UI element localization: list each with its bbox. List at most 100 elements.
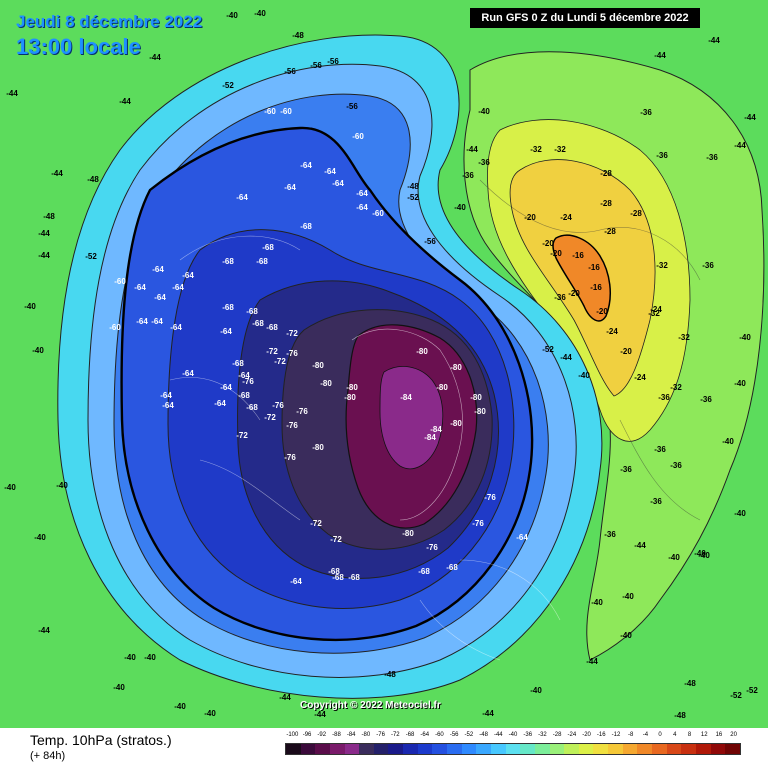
contour-label: -36	[640, 108, 652, 117]
legend-swatch	[505, 744, 521, 754]
contour-label: -44	[38, 251, 50, 260]
contour-label: -28	[604, 227, 616, 236]
contour-label: -40	[734, 379, 746, 388]
contour-label: -44	[744, 113, 756, 122]
contour-label: -64	[182, 271, 194, 280]
contour-label: -40	[34, 533, 46, 542]
contour-label: -52	[407, 193, 419, 202]
contour-label: -68	[328, 567, 340, 576]
contour-label: -76	[286, 349, 298, 358]
legend-swatch	[432, 744, 448, 754]
contour-label: -24	[650, 305, 662, 314]
legend-ticks: -100 -96 -92 -88 -84 -80 -76 -72 -68 -64 -60 -56 -52…	[285, 732, 741, 742]
contour-label: -40	[4, 483, 16, 492]
contour-label: -76	[242, 377, 254, 386]
contour-label: -20	[550, 249, 562, 258]
contour-label: -60	[352, 132, 364, 141]
contour-label: -28	[630, 209, 642, 218]
contour-label: -72	[236, 431, 248, 440]
legend-swatch	[461, 744, 477, 754]
legend-tick-label: 20	[730, 732, 737, 738]
contour-label: -84	[400, 393, 412, 402]
legend-tick-label: -96	[302, 732, 312, 738]
legend-tick-label: -36	[523, 732, 533, 738]
contour-label: -64	[238, 371, 250, 380]
contour-label: -20	[568, 289, 580, 298]
contour-label: -64	[332, 179, 344, 188]
contour-label: -44	[482, 709, 494, 718]
legend-swatch	[388, 744, 404, 754]
contour-label: -44	[38, 626, 50, 635]
contour-label: -68	[332, 573, 344, 582]
legend-tick-label: 8	[687, 732, 692, 738]
legend-tick-label: -84	[346, 732, 356, 738]
legend-swatch	[403, 744, 418, 754]
contour-label: -32	[656, 261, 668, 270]
color-legend: -100 -96 -92 -88 -84 -80 -76 -72 -68 -64 -60 -56 -52…	[285, 732, 741, 764]
contour-label: -72	[264, 413, 276, 422]
contour-label: -28	[600, 169, 612, 178]
contour-label: -80	[346, 383, 358, 392]
legend-swatch	[417, 744, 433, 754]
legend-tick-label: 4	[673, 732, 677, 738]
contour-label: -68	[300, 222, 312, 231]
contour-label: -40	[144, 653, 156, 662]
legend-tick-label: -72	[390, 732, 400, 738]
contour-label: -64	[220, 327, 232, 336]
contour-label: -36	[706, 153, 718, 162]
contour-label: -44	[38, 229, 50, 238]
contour-label: -44	[119, 97, 131, 106]
contour-label: -68	[222, 257, 234, 266]
legend-swatch	[725, 744, 740, 754]
contour-label: -32	[530, 145, 542, 154]
legend-tick-label: -60	[435, 732, 444, 738]
contour-label: -36	[658, 393, 670, 402]
legend-tick-label: -40	[508, 732, 518, 738]
legend-tick-label: -12	[611, 732, 621, 738]
legend-swatch	[652, 744, 667, 754]
contour-label: -64	[154, 293, 166, 302]
contour-label: -80	[402, 529, 414, 538]
contour-label: -52	[222, 81, 234, 90]
contour-label: -52	[542, 345, 554, 354]
contour-label: -32	[670, 383, 682, 392]
contour-label: -40	[254, 9, 266, 18]
contour-label: -60	[372, 209, 384, 218]
contour-label: -44	[314, 710, 326, 719]
contour-label: -72	[266, 347, 278, 356]
legend-tick-label: -16	[596, 732, 606, 738]
contour-label: -52	[85, 252, 97, 261]
contour-label: -44	[279, 693, 291, 702]
legend-tick-label: -80	[361, 732, 371, 738]
contour-label: -64	[324, 167, 336, 176]
contour-label: -56	[346, 102, 358, 111]
contour-label: -40	[698, 551, 710, 560]
legend-tick-label: -76	[376, 732, 385, 738]
coastline-canada	[169, 235, 301, 521]
legend-tick-label: -4	[642, 732, 649, 738]
contour-label: -44	[586, 657, 598, 666]
contour-label: -40	[578, 371, 590, 380]
contour-label: -60	[114, 277, 126, 286]
contour-label: -48	[407, 182, 419, 191]
contour-label: -64	[220, 383, 232, 392]
coastline-europe	[419, 559, 561, 661]
contour-label: -64	[290, 577, 302, 586]
contour-label: -60	[264, 107, 276, 116]
contour-label: -40	[591, 598, 603, 607]
contour-label: -44	[560, 353, 572, 362]
contour-label: -40	[32, 346, 44, 355]
contour-label: -40	[204, 709, 216, 718]
forecast-lead: (+ 84h)	[30, 750, 66, 762]
legend-tick-label: 16	[715, 732, 723, 738]
warm-core-orange	[552, 234, 611, 322]
contour-label: -76	[472, 519, 484, 528]
legend-swatch	[286, 744, 301, 754]
contour-label: -64	[214, 399, 226, 408]
legend-tick-label: -56	[449, 732, 459, 738]
contour-label: -16	[572, 251, 584, 260]
contour-label: -80	[474, 407, 486, 416]
contour-label: -20	[524, 213, 536, 222]
legend-tick-label: -88	[332, 732, 341, 738]
map-canvas: -40 -40-48-44-44-44-48-44-48-44-52-44-40-…	[4, 9, 765, 720]
